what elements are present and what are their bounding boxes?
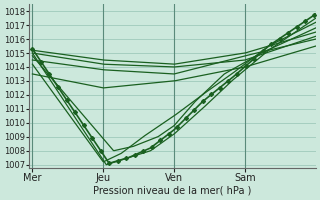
X-axis label: Pression niveau de la mer( hPa ): Pression niveau de la mer( hPa )	[93, 186, 252, 196]
